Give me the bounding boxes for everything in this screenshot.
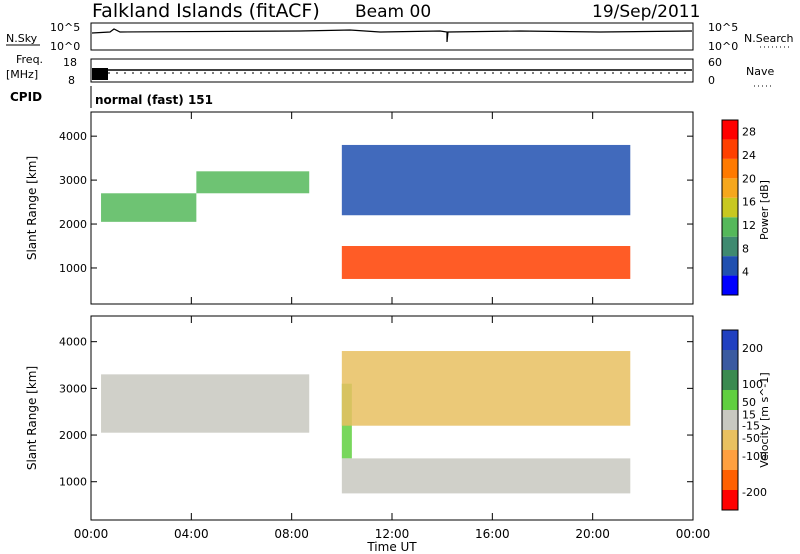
frequency-panel [90, 58, 694, 83]
power-ytick-label-4000: 4000 [59, 130, 87, 143]
power-colorbar-seg-7 [722, 139, 738, 159]
velocity-colorbar-seg-3 [722, 430, 738, 450]
power-colorbar-seg-3 [722, 217, 738, 237]
power-colorbar-tick-16: 16 [742, 196, 756, 209]
velocity-colorbar-seg-0 [722, 490, 738, 510]
time-tick-label-6: 00:00 [676, 527, 711, 541]
velocity-colorbar-seg-5 [722, 390, 738, 410]
time-tick-label-0: 00:00 [74, 527, 109, 541]
freq-axis-tick-bottom: 8 [68, 74, 75, 87]
power-region-0 [101, 193, 197, 222]
velocity-region-0 [101, 374, 310, 433]
velocity-ytick-label-2000: 2000 [59, 429, 87, 442]
noise-axis-tick-top: 10^5 [50, 21, 80, 34]
velocity-x-ticks [90, 316, 694, 520]
time-tick-label-5: 20:00 [575, 527, 610, 541]
power-colorbar-label: Power [dB] [758, 180, 771, 240]
power-colorbar-tick-28: 28 [742, 126, 756, 139]
power-colorbar-tick-20: 20 [742, 172, 756, 185]
power-colorbar-seg-5 [722, 178, 738, 198]
power-colorbar-tick-24: 24 [742, 149, 756, 162]
power-y-ticks: 1000 2000 3000 4000 [59, 130, 693, 275]
velocity-colorbar-tick--15: -15 [742, 419, 760, 432]
power-ytick-label-3000: 3000 [59, 174, 87, 187]
power-x-ticks [90, 112, 694, 304]
time-tick-label-4: 16:00 [475, 527, 510, 541]
velocity-data-cells [101, 351, 631, 494]
power-colorbar-seg-0 [722, 275, 738, 295]
velocity-ytick-label-1000: 1000 [59, 476, 87, 489]
date-title: 19/Sep/2011 [592, 2, 700, 22]
velocity-colorbar-frame [721, 329, 739, 511]
velocity-colorbar-tick-200: 200 [742, 342, 763, 355]
velocity-ytick-label-4000: 4000 [59, 336, 87, 349]
power-ylabel: Slant Range [km] [25, 156, 39, 260]
time-axis-labels: 00:00 04:00 08:00 12:00 16:00 20:00 00:00 [74, 527, 711, 541]
velocity-colorbar-seg-8 [722, 330, 738, 350]
velocity-colorbar-tick--50: -50 [742, 432, 760, 445]
velocity-ylabel: Slant Range [km] [25, 366, 39, 470]
velocity-colorbar-tick--100: -100 [742, 450, 767, 463]
power-colorbar: 4 8 12 16 20 24 28 [721, 119, 756, 296]
time-axis-title: Time UT [366, 540, 417, 554]
velocity-colorbar-tick-100: 100 [742, 378, 763, 391]
noise-sky-line [91, 28, 693, 43]
time-tick-label-2: 08:00 [274, 527, 309, 541]
velocity-colorbar-seg-1 [722, 470, 738, 490]
freq-label-line2: [MHz] [6, 68, 38, 81]
power-colorbar-tick-4: 4 [742, 266, 749, 279]
velocity-ytick-label-3000: 3000 [59, 382, 87, 395]
station-title: Falkland Islands (fitACF) [92, 0, 320, 22]
velocity-colorbar-tick-15: 15 [742, 409, 756, 422]
noise-axis-tick-bottom: 10^0 [50, 40, 80, 53]
velocity-colorbar-seg-4 [722, 410, 738, 430]
velocity-colorbar-seg-7 [722, 350, 738, 370]
cpid-value: normal (fast) 151 [95, 93, 213, 107]
power-colorbar-seg-2 [722, 236, 738, 257]
time-tick-label-3: 12:00 [375, 527, 410, 541]
nsky-label: N.Sky [6, 32, 38, 45]
power-colorbar-seg-6 [722, 158, 738, 179]
power-colorbar-tick-8: 8 [742, 242, 749, 255]
frequency-startup-block [92, 68, 108, 80]
power-region-1 [196, 171, 310, 194]
velocity-region-2 [341, 458, 631, 494]
time-tick-label-1: 04:00 [174, 527, 209, 541]
freq-axis-tick-top: 18 [63, 56, 77, 69]
nsearch-label: N.Search [744, 32, 794, 45]
power-colorbar-seg-4 [722, 197, 738, 218]
power-region-2 [341, 246, 631, 279]
velocity-colorbar-tick-50: 50 [742, 396, 756, 409]
noise-axis-right-tick-bottom: 10^0 [708, 40, 738, 53]
velocity-colorbar-seg-6 [722, 370, 738, 390]
velocity-panel: Slant Range [km] 1000 2000 3000 4000 [25, 315, 694, 521]
noise-panel [90, 22, 694, 51]
power-ytick-label-1000: 1000 [59, 262, 87, 275]
velocity-y-ticks: 1000 2000 3000 4000 [59, 336, 693, 489]
noise-axis-right-tick-top: 10^5 [708, 21, 738, 34]
power-colorbar-seg-1 [722, 256, 738, 276]
power-colorbar-frame [721, 119, 739, 296]
freq-label-line1: Freq. [16, 53, 43, 66]
cpid-label: CPID [10, 90, 42, 104]
nave-axis-tick-bottom: 0 [708, 74, 715, 87]
power-region-3 [341, 144, 631, 216]
nave-axis-tick-top: 60 [708, 56, 722, 69]
power-ytick-label-2000: 2000 [59, 218, 87, 231]
power-panel: Slant Range [km] 1000 2000 3000 4000 [25, 111, 694, 305]
velocity-region-3 [341, 351, 631, 426]
power-colorbar-seg-8 [722, 120, 738, 140]
nave-label: Nave [746, 65, 774, 78]
power-data-cells [101, 144, 631, 279]
velocity-colorbar-seg-2 [722, 450, 738, 470]
beam-title: Beam 00 [355, 2, 431, 22]
velocity-colorbar-label: Velocity [m s^-1] [758, 372, 771, 467]
power-colorbar-tick-12: 12 [742, 219, 756, 232]
velocity-colorbar-tick--200: -200 [742, 486, 767, 499]
